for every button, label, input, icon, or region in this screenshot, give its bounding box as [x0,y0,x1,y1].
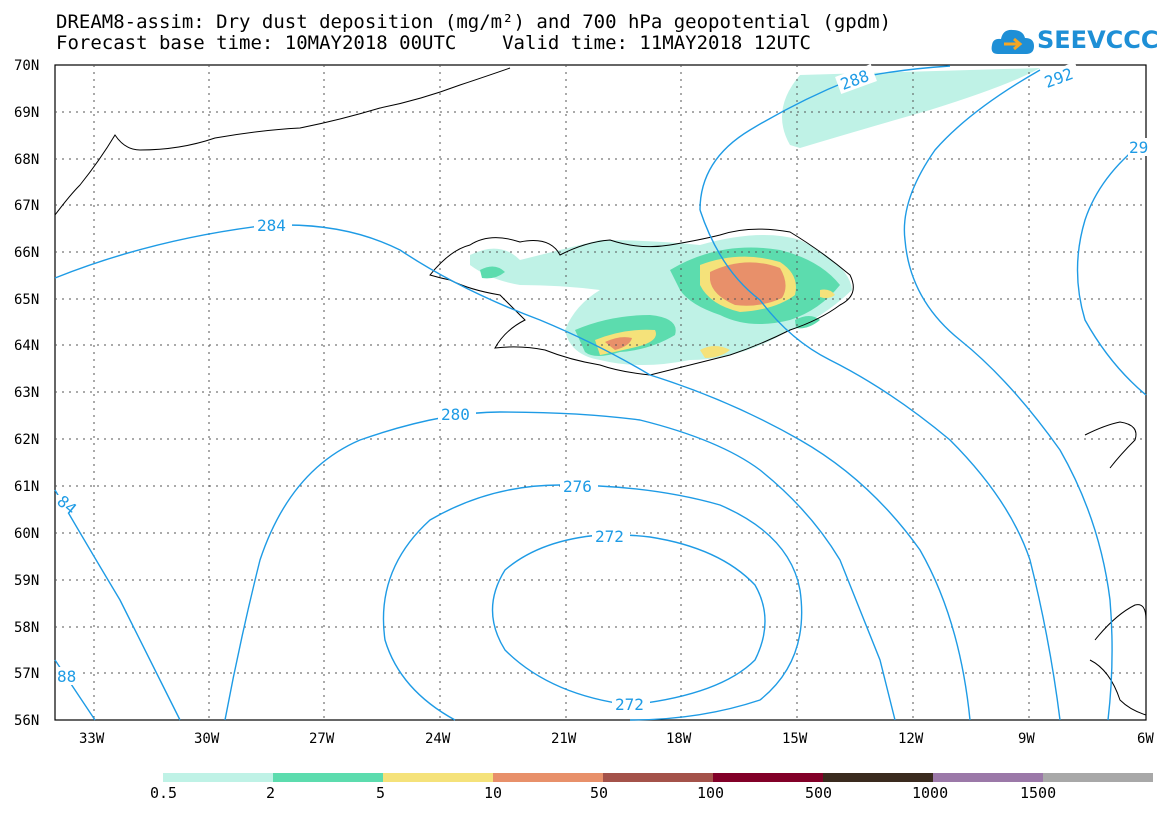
dust-plume-north [782,68,1040,148]
latitude-labels: 70N 69N 68N 67N 66N 65N 64N 63N 62N 61N … [14,58,39,729]
legend-label: 0.5 [150,784,178,802]
lon-label: 24W [425,731,451,747]
legend-swatch [493,773,603,782]
legend-swatch [383,773,493,782]
contour-label-272-bottom: 272 [615,695,644,714]
lat-label: 66N [14,245,39,261]
legend-swatch [603,773,713,782]
legend-label: 2 [266,784,276,802]
lon-label: 15W [782,731,808,747]
lat-label: 60N [14,526,39,542]
contour-272 [491,534,766,706]
contour-label-29: 29 [1129,138,1148,157]
legend-label: 500 [805,784,833,802]
dust-deposition-iceland [470,235,852,365]
legend-label: 50 [590,784,609,802]
lat-label: 70N [14,58,39,74]
contour-288-west [54,659,96,721]
lat-label: 65N [14,292,39,308]
contour-280 [224,411,896,721]
map-frame [54,64,1147,721]
coastlines [54,67,1147,716]
legend-swatch [823,773,933,782]
geopotential-contours [54,65,1147,721]
lat-label: 61N [14,479,39,495]
map-title: DREAM8-assim: Dry dust deposition (mg/m²… [56,11,892,33]
legend-swatch [1043,773,1153,782]
lat-label: 57N [14,666,39,682]
lon-label: 27W [309,731,335,747]
contour-label-284: 284 [257,216,286,235]
legend-swatch [273,773,383,782]
legend-swatch [713,773,823,782]
contour-label-292: 292 [1042,64,1076,92]
cloud-logo-icon [991,29,1034,54]
longitude-labels: 33W 30W 27W 24W 21W 18W 15W 12W 9W 6W [79,731,1154,747]
contour-296 [1076,139,1147,396]
contour-label-88: 88 [57,667,76,686]
legend-label: 10 [484,784,503,802]
lat-label: 59N [14,573,39,589]
contour-276 [382,484,803,721]
legend-label: 5 [376,784,386,802]
contour-288-south [699,209,1061,721]
lon-label: 33W [79,731,105,747]
contour-288-north [699,65,951,211]
lon-label: 21W [551,731,577,747]
lon-label: 6W [1137,731,1154,747]
lat-label: 67N [14,198,39,214]
lat-label: 62N [14,432,39,448]
seevccc-logo: SEEVCCC [990,24,1159,58]
lon-label: 9W [1018,731,1035,747]
lon-label: 18W [666,731,692,747]
contour-label-272-top: 272 [595,527,624,546]
lat-label: 68N [14,152,39,168]
lat-label: 58N [14,620,39,636]
legend-label: 100 [697,784,725,802]
legend-colorbar [163,773,1153,782]
lon-label: 12W [898,731,924,747]
lat-label: 69N [14,105,39,121]
legend-label: 1500 [1020,784,1057,802]
contour-label-276: 276 [563,477,592,496]
legend-label: 1000 [912,784,949,802]
lat-label: 63N [14,385,39,401]
legend-swatch [163,773,273,782]
map-subtitle-times: Forecast base time: 10MAY2018 00UTC Vali… [56,32,811,54]
contour-labels: 284 288 292 29 280 276 272 272 84 88 [53,62,1148,714]
contour-284-west [54,489,181,721]
contour-292 [903,69,1113,721]
contour-label-280: 280 [441,405,470,424]
logo-text: SEEVCCC [1037,26,1159,54]
map-gridlines [55,65,1146,720]
lat-label: 56N [14,713,39,729]
legend-swatch [933,773,1043,782]
lat-label: 64N [14,338,39,354]
lon-label: 30W [194,731,220,747]
